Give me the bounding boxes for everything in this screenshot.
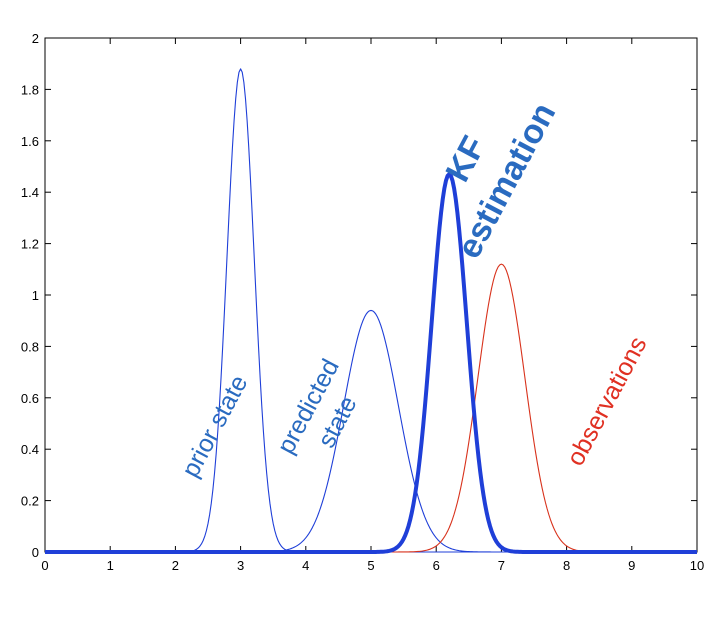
y-tick-label: 0.6 [21,391,39,406]
y-tick-label: 1.2 [21,237,39,252]
x-tick-label: 9 [628,558,635,573]
x-tick-label: 3 [237,558,244,573]
x-tick-label: 8 [563,558,570,573]
x-tick-label: 10 [690,558,704,573]
y-tick-label: 0.2 [21,494,39,509]
y-tick-label: 2 [32,31,39,46]
y-tick-label: 0.8 [21,339,39,354]
x-tick-label: 4 [302,558,309,573]
curve-series-3 [44,172,698,554]
axis-ticks: 0 1 2 3 4 5 6 7 8 9 10 0 0.2 0.4 0.6 0.8 1 1.2 1.4 1.6 1.8 2 [21,31,704,573]
x-tick-label: 0 [41,558,48,573]
y-tick-label: 1.8 [21,82,39,97]
y-tick-label: 0.4 [21,442,39,457]
x-tick-label: 2 [172,558,179,573]
curves [44,68,698,554]
x-tick-label: 5 [367,558,374,573]
x-tick-label: 7 [498,558,505,573]
y-tick-label: 0 [32,545,39,560]
y-tick-label: 1 [32,288,39,303]
x-tick-label: 6 [433,558,440,573]
plot-area [44,37,698,553]
x-tick-label: 1 [107,558,114,573]
y-tick-label: 1.4 [21,185,39,200]
y-tick-label: 1.6 [21,134,39,149]
